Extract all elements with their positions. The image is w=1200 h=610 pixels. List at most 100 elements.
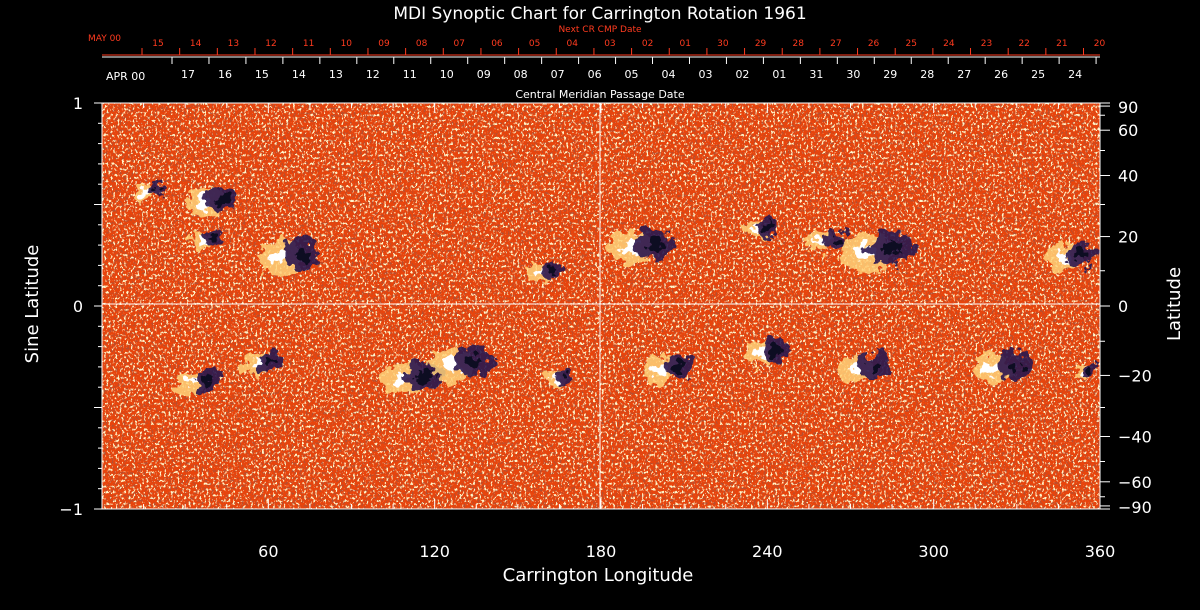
left-axis-ticks: 1 0 −1 [59,94,102,519]
next-cr-date-label: 25 [905,39,916,49]
cmp-month-label: APR 00 [106,70,145,83]
next-cr-date-label: 02 [642,39,653,49]
next-cr-date-label: 20 [1094,39,1106,49]
y-right-tick-label: 60 [1118,121,1138,140]
y-left-tick-label: −1 [59,500,83,519]
cmp-date-label: 10 [440,68,454,81]
cmp-date-label: 04 [662,68,676,81]
cmp-date-label: 25 [1031,68,1045,81]
next-cr-month-label: MAY 00 [88,34,121,44]
y-right-tick-label: −40 [1118,427,1152,446]
spot-negative [294,247,311,261]
spot-negative [416,369,433,383]
spot-negative [831,236,842,245]
magnetogram-map [102,103,1100,509]
cmp-date-label: 16 [218,68,232,81]
next-cr-date-label: 24 [943,39,955,49]
cmp-date-label: 02 [735,68,749,81]
active-region [743,338,791,366]
spot-negative [1006,359,1022,372]
cmp-date-label: 09 [477,68,491,81]
next-cr-date-label: 14 [190,39,202,49]
y-left-tick-label: 1 [73,94,83,113]
spot-negative [548,267,558,275]
next-cr-date-label: 10 [341,39,353,49]
y-right-tick-label: −20 [1118,366,1152,385]
spot-negative [265,357,277,367]
spot-negative [216,194,230,205]
next-cr-date-label: 12 [265,39,276,49]
active-region [175,369,222,396]
cmp-tick-labels: 17 16 15 14 13 12 11 10 09 08 07 06 05 04 03 02 01 31 30 29… [181,68,1082,81]
next-cr-date-label: 29 [755,39,767,49]
x-tick-label: 180 [586,542,617,561]
cmp-date-label: 26 [994,68,1008,81]
y-right-tick-label: 20 [1118,228,1138,247]
active-region [430,347,493,383]
cmp-ticks [171,57,1097,64]
cmp-date-label: 31 [809,68,823,81]
next-cr-date-label: 13 [228,39,239,49]
y-right-tick-label: 90 [1118,98,1138,117]
x-axis-label: Carrington Longitude [503,565,694,586]
cmp-date-label: 11 [403,68,417,81]
next-cr-date-label: 21 [1056,39,1067,49]
next-cr-date-label: 15 [152,39,163,49]
spot-negative [770,344,783,355]
active-region [745,220,778,239]
map-bright-texture [102,103,1100,509]
active-regions [136,182,1099,397]
next-cr-date-label: 01 [680,39,691,49]
y-right-tick-label: 40 [1118,167,1138,186]
active-region [1045,242,1098,272]
active-region [136,182,168,201]
spot-negative [1087,367,1095,374]
spot-negative [561,373,570,380]
active-region [543,369,575,387]
spot-negative [646,237,663,251]
y-right-tick-label: −60 [1118,473,1152,492]
cmp-date-label: 27 [957,68,971,81]
x-tick-label: 360 [1085,542,1116,561]
active-region [188,229,226,251]
spot-negative [883,240,902,256]
x-tick-label: 120 [419,542,450,561]
y-left-tick-label: 0 [73,297,83,316]
active-region [807,230,849,255]
next-cr-date-label: 07 [454,39,465,49]
x-axis-ticks [101,103,1101,509]
spot-negative [154,186,162,193]
cmp-axis-title: Central Meridian Passage Date [515,88,684,101]
cmp-date-label: 28 [920,68,934,81]
spot-negative [209,234,219,242]
active-region [643,353,696,384]
active-region [1072,364,1099,380]
cmp-date-label: 03 [698,68,712,81]
cmp-date-label: 08 [514,68,528,81]
cmp-date-label: 07 [551,68,565,81]
spot-negative [673,360,687,372]
active-region [380,361,443,397]
cmp-date-label: 29 [883,68,897,81]
active-region [837,353,890,384]
next-cr-date-label: 27 [830,39,841,49]
spot-negative [763,225,772,232]
active-region [841,230,914,272]
next-cr-date-label: 08 [416,39,428,49]
x-axis-tick-labels: 60 120 180 240 300 360 [258,542,1115,561]
x-tick-label: 60 [258,542,278,561]
next-cr-tick-labels: 15 14 13 12 11 10 09 08 07 06 05 04 03 02 01 30 29 28 27 26… [152,39,1105,49]
x-tick-label: 300 [918,542,949,561]
next-cr-date-label: 06 [491,39,503,49]
active-region [527,262,564,283]
active-region [241,352,284,376]
next-cr-date-label: 05 [529,39,540,49]
next-cr-date-label: 04 [567,39,579,49]
x-tick-label: 240 [752,542,783,561]
next-cr-date-label: 26 [868,39,880,49]
next-cr-date-label: 03 [604,39,615,49]
cmp-date-label: 06 [588,68,602,81]
next-cr-date-label: 11 [303,39,314,49]
y-axis-label-left: Sine Latitude [22,245,43,364]
cmp-date-label: 24 [1068,68,1082,81]
